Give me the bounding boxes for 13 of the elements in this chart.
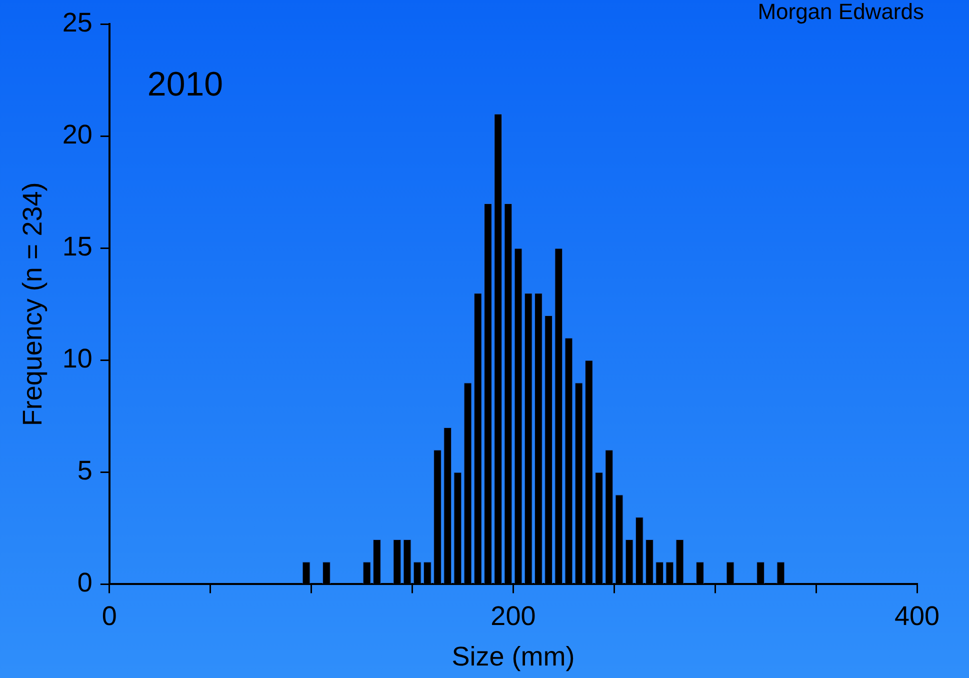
y-tick-label: 20	[62, 120, 92, 150]
y-tick-label: 15	[62, 232, 92, 262]
y-tick-label: 5	[77, 456, 92, 486]
x-tick-label: 400	[894, 600, 940, 631]
y-tick-label: 0	[77, 568, 92, 598]
x-axis-title: Size (mm)	[452, 641, 575, 672]
y-axis-title: Frequency (n = 234)	[18, 182, 48, 426]
annotation: 2010	[147, 66, 224, 104]
y-tick-label: 25	[62, 8, 92, 38]
text: Morgan Edwards	[758, 0, 924, 24]
x-tick-label: 0	[102, 600, 117, 631]
y-tick-label: 10	[62, 344, 92, 374]
x-tick-label: 200	[490, 600, 536, 631]
